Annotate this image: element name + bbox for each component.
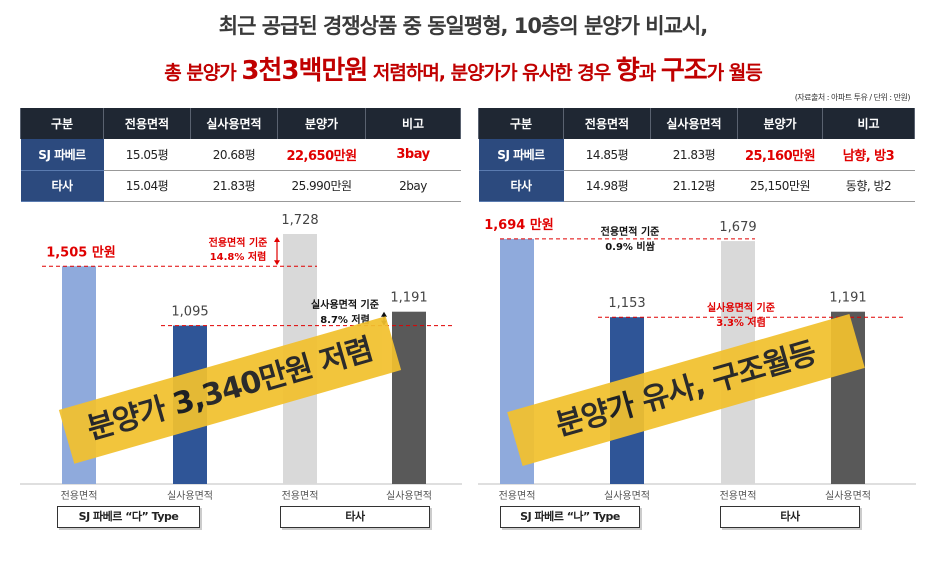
- group-label-box: 타사: [280, 506, 430, 528]
- data-label: 1,191: [829, 291, 866, 306]
- annotation-text: 실사용면적 기준: [311, 298, 379, 311]
- row-header-cell: 타사: [20, 170, 104, 202]
- comparison-table-right: 구분 전용면적 실사용면적 분양가 비고 SJ 파베르 14.85평 21.83…: [478, 108, 915, 202]
- table-row: 타사 15.04평 21.83평 25.990만원 2bay: [20, 170, 461, 202]
- table-cell: 동향, 방2: [822, 170, 915, 202]
- x-tick-label: 실사용면적: [604, 490, 650, 502]
- table-cell: 20.68평: [190, 139, 278, 171]
- annotation-text: 3.3% 저렴: [716, 316, 766, 329]
- table-header-cell: 분양가: [277, 108, 366, 139]
- table-row: SJ 파베르 14.85평 21.83평 25,160만원 남향, 방3: [478, 139, 915, 171]
- table-cell-note: 3bay: [365, 139, 461, 171]
- table-cell: 14.85평: [563, 139, 651, 171]
- table-cell: 21.83평: [650, 139, 738, 171]
- data-label: 1,694 만원: [484, 217, 554, 233]
- headline-part: 과: [638, 62, 661, 84]
- row-header-cell: SJ 파베르: [20, 139, 104, 171]
- table-row: SJ 파베르 15.05평 20.68평 22,650만원 3bay: [20, 139, 461, 171]
- x-tick-label: 전용면적: [282, 490, 319, 502]
- row-header-cell: SJ 파베르: [478, 139, 564, 171]
- data-label: 1,728: [281, 213, 318, 228]
- group-label-box: 타사: [720, 506, 860, 528]
- table-cell: 25,150만원: [737, 170, 823, 202]
- headline-line-2: 총 분양가 3천3백만원 저렴하며, 분양가가 유사한 경우 향과 구조가 월등: [0, 50, 926, 87]
- annotation-text: 8.7% 저렴: [320, 313, 370, 326]
- table-header-cell: 구분: [20, 108, 104, 139]
- table-cell: 14.98평: [563, 170, 651, 202]
- x-tick-label: 실사용면적: [825, 490, 871, 502]
- table-header-cell: 비고: [822, 108, 915, 139]
- row-header-cell: 타사: [478, 170, 564, 202]
- table-header-row: 구분 전용면적 실사용면적 분양가 비고: [20, 108, 461, 139]
- table-cell: 21.12평: [650, 170, 738, 202]
- headline-part: 저렴하며, 분양가가 유사한 경우: [367, 62, 616, 84]
- annotation-text: 14.8% 저렴: [210, 250, 267, 263]
- headline-part: 총 분양가: [164, 62, 242, 84]
- data-label: 1,679: [719, 220, 756, 235]
- group-label-box: SJ 파베르 “다” Type: [57, 506, 200, 528]
- table-header-cell: 실사용면적: [650, 108, 738, 139]
- table-cell-note: 남향, 방3: [822, 139, 915, 171]
- annotation-text: 전용면적 기준: [209, 236, 268, 249]
- arrow-head: [274, 260, 280, 266]
- data-label: 1,153: [608, 296, 645, 311]
- headline-highlight-direction: 향: [615, 56, 640, 86]
- annotation-text: 0.9% 비쌈: [605, 240, 655, 253]
- table-cell-price: 25,160만원: [737, 139, 823, 171]
- comparison-table-left: 구분 전용면적 실사용면적 분양가 비고 SJ 파베르 15.05평 20.68…: [20, 108, 461, 202]
- headline-highlight-amount: 3천3백만원: [241, 56, 368, 86]
- headline-part: 가 월등: [706, 62, 763, 84]
- arrow-head: [274, 237, 280, 242]
- table-header-cell: 실사용면적: [190, 108, 278, 139]
- arrow-head: [381, 311, 387, 317]
- table-header-cell: 구분: [478, 108, 564, 139]
- table-header-cell: 전용면적: [103, 108, 191, 139]
- data-label: 1,095: [171, 305, 208, 320]
- annotation-text: 실사용면적 기준: [707, 301, 775, 314]
- table-cell: 15.04평: [103, 170, 191, 202]
- x-tick-label: 전용면적: [61, 490, 98, 502]
- x-tick-label: 실사용면적: [386, 490, 432, 502]
- table-cell-price: 22,650만원: [277, 139, 366, 171]
- table-cell: 25.990만원: [277, 170, 366, 202]
- table-cell: 2bay: [365, 170, 461, 202]
- data-label: 1,505 만원: [46, 244, 116, 260]
- annotation-text: 전용면적 기준: [601, 225, 660, 238]
- table-header-cell: 비고: [365, 108, 461, 139]
- table-cell: 21.83평: [190, 170, 278, 202]
- table-row: 타사 14.98평 21.12평 25,150만원 동향, 방2: [478, 170, 915, 202]
- x-tick-label: 실사용면적: [167, 490, 213, 502]
- headline-highlight-structure: 구조: [660, 56, 708, 86]
- x-tick-label: 전용면적: [499, 490, 536, 502]
- bar: [392, 311, 426, 484]
- data-label: 1,191: [390, 291, 427, 306]
- source-note: (자료출처 : 아파트 투유 / 단위 : 만원): [794, 93, 911, 102]
- group-label-box: SJ 파베르 “나” Type: [500, 506, 640, 528]
- table-header-row: 구분 전용면적 실사용면적 분양가 비고: [478, 108, 915, 139]
- table-cell: 15.05평: [103, 139, 191, 171]
- table-header-cell: 전용면적: [563, 108, 651, 139]
- x-tick-label: 전용면적: [720, 490, 757, 502]
- headline-line-1: 최근 공급된 경쟁상품 중 동일평형, 10층의 분양가 비교시,: [218, 14, 708, 38]
